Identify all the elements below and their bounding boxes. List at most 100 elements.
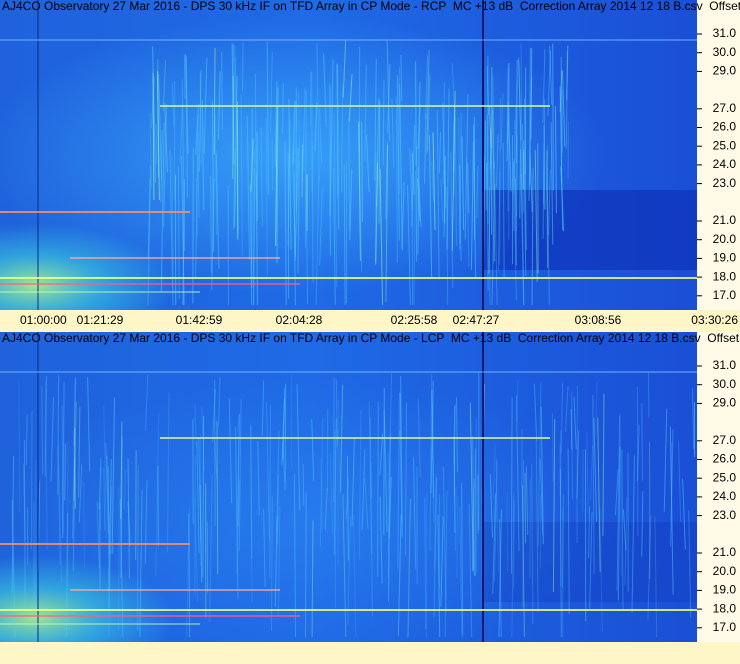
panel-title: AJ4CO Observatory 27 Mar 2016 - DPS 30 k…: [2, 331, 740, 345]
streak: [198, 70, 202, 172]
streak: [542, 48, 546, 124]
streak: [369, 417, 372, 498]
streak: [276, 431, 280, 532]
streak: [108, 459, 112, 591]
streak: [233, 148, 236, 230]
streak: [160, 129, 163, 203]
streak: [378, 100, 381, 224]
streak: [62, 381, 65, 538]
streak: [525, 466, 529, 535]
streak: [520, 169, 525, 306]
streak: [530, 48, 533, 140]
streak: [566, 45, 569, 101]
streak: [560, 383, 564, 454]
streak: [58, 467, 63, 583]
streak: [275, 106, 278, 246]
streak: [106, 455, 111, 555]
y-tick-label: 19.0: [713, 583, 737, 597]
streak: [492, 444, 496, 498]
streak: [346, 455, 349, 561]
spectrogram-panel: [0, 332, 697, 642]
x-tick-label: 01:21:29: [77, 313, 124, 327]
streak: [488, 128, 492, 274]
streak: [454, 116, 457, 247]
streak: [529, 152, 533, 213]
streak: [400, 375, 403, 537]
streak: [340, 85, 344, 192]
streak: [250, 138, 254, 192]
y-tick-label: 17.0: [713, 288, 737, 302]
streak: [497, 172, 501, 272]
spectrogram-panel: [0, 0, 697, 310]
streak: [196, 441, 200, 553]
streak: [552, 418, 556, 593]
streak: [564, 386, 569, 432]
streak: [349, 169, 353, 241]
streak: [231, 43, 235, 165]
streak: [72, 377, 77, 539]
streak: [214, 380, 216, 527]
streak: [616, 415, 621, 592]
y-tick-label: 31.0: [713, 358, 737, 372]
streak: [158, 73, 162, 179]
y-tick-label: 19.0: [713, 251, 737, 265]
streak: [241, 42, 244, 92]
streak: [157, 465, 159, 547]
streak: [452, 403, 457, 466]
streak: [549, 45, 553, 105]
y-tick-label: 29.0: [713, 396, 737, 410]
y-tick-label: 27.0: [713, 101, 737, 115]
streak: [61, 405, 64, 535]
streak: [498, 509, 502, 638]
streak: [521, 485, 525, 638]
streak: [311, 419, 315, 481]
streak: [282, 441, 286, 483]
streak: [108, 486, 113, 638]
streak: [534, 149, 538, 282]
streak: [163, 104, 168, 228]
streak: [266, 401, 270, 541]
streak: [210, 176, 212, 273]
streak: [166, 392, 170, 553]
streak: [221, 51, 224, 130]
streak: [488, 105, 492, 148]
streak: [551, 412, 554, 482]
streak: [257, 441, 260, 516]
streak: [374, 152, 377, 266]
streak: [31, 411, 33, 550]
streak: [548, 169, 551, 235]
streak: [459, 507, 463, 638]
streak: [147, 178, 151, 259]
y-tick-label: 21.0: [713, 545, 737, 559]
streak: [87, 376, 91, 472]
streak: [388, 373, 393, 489]
streak: [588, 506, 591, 559]
x-tick-label: 01:00:00: [20, 313, 67, 327]
streak: [249, 184, 253, 306]
streak: [472, 436, 475, 576]
streak: [105, 443, 109, 534]
streak: [522, 123, 524, 214]
streak: [440, 516, 444, 607]
streak: [235, 426, 239, 599]
streak: [453, 435, 456, 533]
streak: [260, 127, 263, 227]
streak: [57, 445, 61, 566]
streak: [492, 110, 496, 262]
y-tick-label: 29.0: [713, 64, 737, 78]
y-tick-label: 30.0: [713, 377, 737, 391]
streak: [240, 94, 243, 257]
streak: [253, 168, 256, 306]
streak: [186, 505, 190, 638]
streak: [669, 426, 674, 595]
streak: [570, 409, 573, 450]
streak: [301, 144, 304, 198]
streak: [270, 495, 273, 631]
streak: [25, 414, 28, 465]
streak: [531, 463, 534, 625]
streak: [253, 149, 255, 306]
streak: [413, 170, 417, 306]
streak: [11, 455, 15, 593]
freq-axis-strip: [697, 0, 740, 310]
streak: [424, 498, 427, 629]
